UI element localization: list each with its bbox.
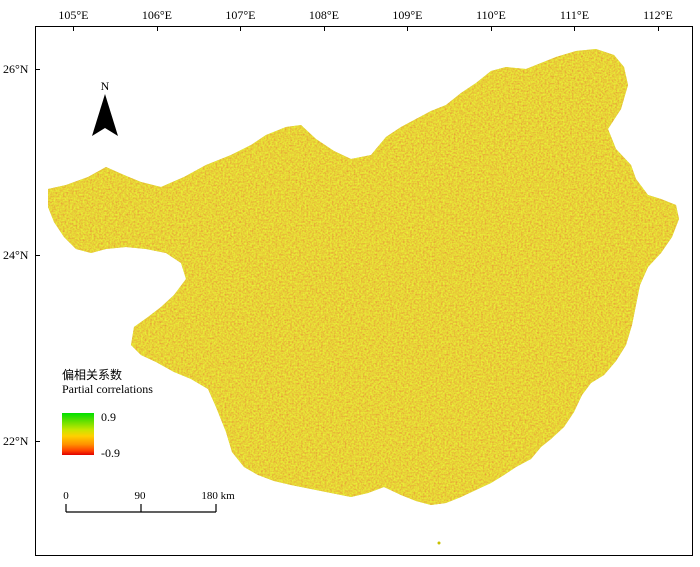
longitude-tick	[490, 26, 492, 31]
latitude-tick	[35, 69, 40, 70]
longitude-tick	[240, 26, 242, 31]
north-arrow-label: N	[101, 80, 110, 93]
legend-title-en: Partial correlations	[62, 382, 153, 396]
scale-label-180: 180 km	[201, 490, 235, 502]
longitude-tick	[657, 26, 659, 31]
correlation-texture	[48, 49, 679, 505]
latitude-tick	[35, 441, 40, 442]
latitude-label: 22°N	[3, 434, 29, 448]
latitude-label: 26°N	[3, 62, 29, 76]
longitude-label: 108°E	[308, 8, 340, 22]
legend-color-bar	[62, 413, 94, 455]
longitude-tick	[323, 26, 325, 31]
longitude-tick	[156, 26, 158, 31]
longitude-label: 111°E	[559, 8, 590, 22]
legend-max-label: 0.9	[101, 410, 116, 424]
longitude-label: 105°E	[58, 8, 89, 22]
longitude-label: 109°E	[392, 8, 423, 22]
longitude-label: 112°E	[643, 8, 673, 22]
longitude-tick	[407, 26, 409, 31]
island-dot	[437, 541, 441, 545]
study-region-map	[48, 49, 679, 545]
north-arrow-icon: N	[92, 80, 118, 136]
longitude-tick	[73, 26, 75, 31]
legend-min-label: -0.9	[101, 446, 120, 460]
scale-label-0: 0	[63, 490, 69, 502]
longitude-label: 110°E	[476, 8, 506, 22]
scale-label-90: 90	[134, 490, 146, 502]
scale-bar	[65, 504, 217, 513]
longitude-label: 106°E	[141, 8, 173, 22]
latitude-label: 24°N	[3, 248, 29, 262]
map-frame	[35, 26, 693, 556]
longitude-label: 107°E	[225, 8, 256, 22]
latitude-tick	[35, 255, 40, 256]
longitude-tick	[574, 26, 576, 31]
legend-title-cn: 偏相关系数	[62, 368, 123, 382]
